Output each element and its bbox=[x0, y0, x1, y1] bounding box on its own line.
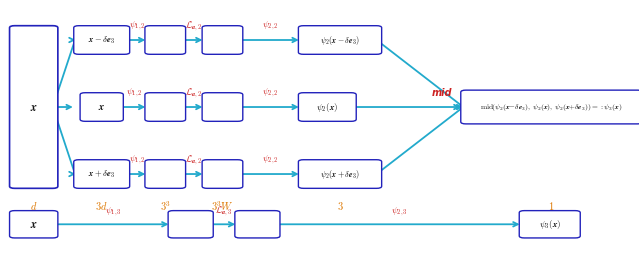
Text: $\psi_{1,2}$: $\psi_{1,2}$ bbox=[129, 19, 146, 32]
Text: $\psi_3(\boldsymbol{x})$: $\psi_3(\boldsymbol{x})$ bbox=[539, 218, 561, 231]
FancyBboxPatch shape bbox=[298, 160, 381, 188]
FancyBboxPatch shape bbox=[202, 160, 243, 188]
FancyBboxPatch shape bbox=[298, 93, 356, 121]
Text: $3$: $3$ bbox=[337, 200, 344, 212]
Text: $\boldsymbol{x}+\delta\boldsymbol{e}_3$: $\boldsymbol{x}+\delta\boldsymbol{e}_3$ bbox=[88, 168, 115, 180]
Text: mid: mid bbox=[431, 88, 452, 98]
Text: $\boldsymbol{x}$: $\boldsymbol{x}$ bbox=[29, 100, 38, 114]
FancyBboxPatch shape bbox=[519, 211, 580, 238]
Text: $\psi_{2,2}$: $\psi_{2,2}$ bbox=[262, 154, 279, 166]
Text: $\psi_{1,3}$: $\psi_{1,3}$ bbox=[104, 205, 122, 218]
Text: $\psi_{2,2}$: $\psi_{2,2}$ bbox=[262, 87, 279, 99]
Text: $\boldsymbol{x}$: $\boldsymbol{x}$ bbox=[98, 102, 106, 112]
Text: $\mathcal{L}_{\boldsymbol{a},3}$: $\mathcal{L}_{\boldsymbol{a},3}$ bbox=[215, 205, 233, 218]
FancyBboxPatch shape bbox=[10, 211, 58, 238]
FancyBboxPatch shape bbox=[145, 160, 186, 188]
Text: $\boldsymbol{x}$: $\boldsymbol{x}$ bbox=[29, 218, 38, 231]
Text: $1$: $1$ bbox=[548, 200, 555, 212]
FancyBboxPatch shape bbox=[145, 93, 186, 121]
Text: $\mathcal{L}_{\boldsymbol{a},2}$: $\mathcal{L}_{\boldsymbol{a},2}$ bbox=[185, 19, 203, 33]
FancyBboxPatch shape bbox=[168, 211, 213, 238]
Text: $\psi_2(\boldsymbol{x})$: $\psi_2(\boldsymbol{x})$ bbox=[316, 100, 339, 114]
FancyBboxPatch shape bbox=[461, 90, 640, 124]
Text: $\psi_2(\boldsymbol{x}-\delta\boldsymbol{e}_3)$: $\psi_2(\boldsymbol{x}-\delta\boldsymbol… bbox=[320, 33, 360, 47]
Text: $3^3W$: $3^3W$ bbox=[211, 199, 234, 213]
FancyBboxPatch shape bbox=[298, 26, 381, 54]
Text: $3^3$: $3^3$ bbox=[160, 199, 171, 213]
Text: $d$: $d$ bbox=[30, 200, 37, 212]
Text: $\mathcal{L}_{\boldsymbol{a},2}$: $\mathcal{L}_{\boldsymbol{a},2}$ bbox=[185, 86, 203, 100]
FancyBboxPatch shape bbox=[74, 160, 130, 188]
FancyBboxPatch shape bbox=[74, 26, 130, 54]
Text: $\psi_{2,3}$: $\psi_{2,3}$ bbox=[391, 205, 408, 218]
Text: $\mathcal{L}_{\boldsymbol{a},2}$: $\mathcal{L}_{\boldsymbol{a},2}$ bbox=[185, 153, 203, 167]
Text: $\psi_{1,2}$: $\psi_{1,2}$ bbox=[126, 87, 143, 99]
Text: $\psi_{1,2}$: $\psi_{1,2}$ bbox=[129, 154, 146, 166]
FancyBboxPatch shape bbox=[80, 93, 124, 121]
Text: $\psi_2(\boldsymbol{x}+\delta\boldsymbol{e}_3)$: $\psi_2(\boldsymbol{x}+\delta\boldsymbol… bbox=[320, 168, 360, 180]
Text: $\mathrm{mid}\!\left(\psi_2(\boldsymbol{x}{-}\delta\boldsymbol{e}_3),\,\psi_2(\b: $\mathrm{mid}\!\left(\psi_2(\boldsymbol{… bbox=[481, 102, 623, 113]
FancyBboxPatch shape bbox=[145, 26, 186, 54]
FancyBboxPatch shape bbox=[10, 26, 58, 188]
Text: $\boldsymbol{x}-\delta\boldsymbol{e}_3$: $\boldsymbol{x}-\delta\boldsymbol{e}_3$ bbox=[88, 34, 115, 46]
Text: $3d$: $3d$ bbox=[95, 200, 108, 212]
Text: $\psi_{2,2}$: $\psi_{2,2}$ bbox=[262, 19, 279, 32]
FancyBboxPatch shape bbox=[202, 26, 243, 54]
FancyBboxPatch shape bbox=[235, 211, 280, 238]
FancyBboxPatch shape bbox=[202, 93, 243, 121]
